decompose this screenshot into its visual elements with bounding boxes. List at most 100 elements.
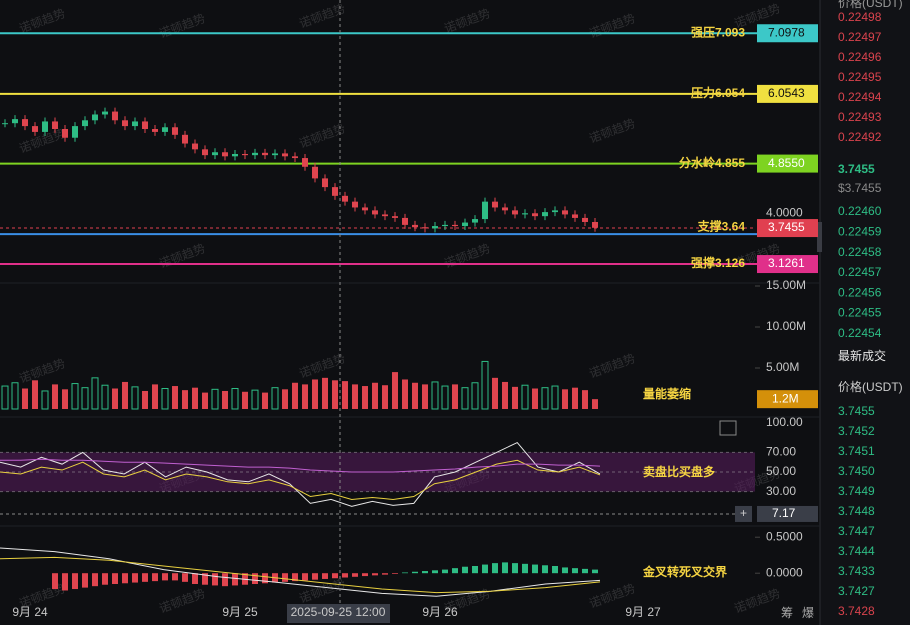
candle — [2, 123, 8, 125]
macd-bar — [492, 563, 498, 574]
volume-bar — [342, 381, 348, 409]
current-price-tag — [757, 219, 818, 238]
add-button[interactable] — [735, 505, 752, 522]
candle — [452, 224, 458, 227]
volume-bar — [172, 386, 178, 409]
macd-bar — [92, 573, 98, 587]
candle — [552, 210, 558, 213]
macd-bar — [412, 571, 418, 574]
volume-bar — [452, 384, 458, 409]
candle — [372, 210, 378, 215]
macd-bar — [142, 573, 148, 582]
volume-bar — [461, 387, 469, 410]
trade-price: 3.7427 — [838, 584, 875, 598]
volume-bar — [32, 380, 38, 409]
candle — [142, 121, 148, 130]
macd-bar — [442, 569, 448, 574]
last-price-usd: $3.7455 — [838, 181, 882, 195]
volume-bar — [312, 379, 318, 409]
macd-bar — [72, 573, 78, 590]
macd-line — [0, 547, 601, 597]
macd-bar — [302, 573, 308, 581]
macd-bar — [552, 566, 558, 574]
macd-bar — [422, 571, 428, 574]
candle — [332, 187, 338, 196]
macd-annotation: 金叉转死叉交界 — [642, 564, 727, 579]
macd-bar — [212, 573, 218, 586]
macd-bar — [332, 573, 338, 579]
volume-tick-label: 10.00M — [766, 319, 806, 333]
price-tick-label: 4.0000 — [766, 205, 803, 219]
macd-bar — [582, 568, 588, 574]
macd-bar — [262, 573, 268, 584]
level-label: 压力6.054 — [691, 85, 745, 100]
bid-price: 0.22460 — [838, 204, 882, 218]
volume-bar — [382, 385, 388, 409]
macd-bar — [342, 573, 348, 578]
macd-bar — [532, 564, 538, 574]
candle — [242, 153, 248, 156]
level-tag — [757, 255, 818, 274]
volume-bar — [202, 392, 208, 409]
candle — [102, 111, 108, 115]
ask-price: 0.22493 — [838, 110, 882, 124]
macd-bar — [382, 573, 388, 575]
candle — [42, 121, 48, 132]
level-label: 强撑3.126 — [691, 255, 745, 270]
oscillator-line — [0, 459, 601, 500]
candle — [352, 201, 358, 208]
volume-bar — [431, 381, 439, 410]
volume-bar — [152, 384, 158, 409]
collapse-handle[interactable] — [817, 222, 822, 252]
trade-price: 3.7450 — [838, 464, 875, 478]
macd-bar — [352, 573, 358, 577]
volume-bar — [582, 390, 588, 409]
macd-tick-label: 0.0000 — [766, 565, 803, 579]
volume-bar — [551, 385, 559, 410]
volume-bar — [91, 377, 99, 410]
ask-price: 0.22492 — [838, 130, 882, 144]
volume-bar — [521, 384, 529, 410]
ask-price: 0.22498 — [838, 10, 882, 24]
volume-tag — [757, 390, 818, 409]
volume-bar — [352, 384, 358, 409]
candle — [212, 152, 218, 156]
oscillator-tag-value: 7.17 — [772, 506, 796, 520]
candle — [82, 120, 88, 127]
level-tag — [757, 154, 818, 173]
trade-price: 3.7428 — [838, 604, 875, 618]
volume-bar — [11, 382, 19, 410]
candle — [512, 210, 518, 215]
footer-tab[interactable]: 爆 — [802, 606, 814, 620]
time-label: 9月 27 — [625, 605, 661, 619]
candle — [532, 213, 538, 217]
candle — [292, 156, 298, 159]
macd-line — [0, 556, 601, 594]
macd-bar — [572, 568, 578, 574]
macd-bar — [502, 562, 508, 574]
candle — [502, 207, 508, 211]
macd-bar — [82, 573, 88, 588]
candle — [322, 178, 328, 188]
candle — [262, 152, 268, 156]
volume-bar — [271, 387, 279, 410]
volume-bar — [62, 389, 68, 409]
volume-bar — [222, 390, 228, 409]
macd-bar — [192, 573, 198, 584]
ask-price: 0.22495 — [838, 70, 882, 84]
current-price-value: 3.7455 — [768, 220, 805, 234]
candle — [62, 129, 68, 138]
volume-bar — [41, 390, 49, 410]
macd-bar — [252, 573, 258, 584]
candle — [122, 120, 128, 127]
candle — [392, 216, 398, 218]
expand-icon[interactable] — [719, 420, 737, 436]
candle — [112, 111, 118, 121]
footer-tab[interactable]: 筹 — [781, 606, 793, 620]
bid-price: 0.22455 — [838, 306, 882, 320]
candle — [422, 227, 428, 229]
volume-bar — [332, 380, 338, 409]
ask-price: 0.22496 — [838, 50, 882, 64]
macd-bar — [152, 573, 158, 582]
candle — [92, 114, 98, 121]
